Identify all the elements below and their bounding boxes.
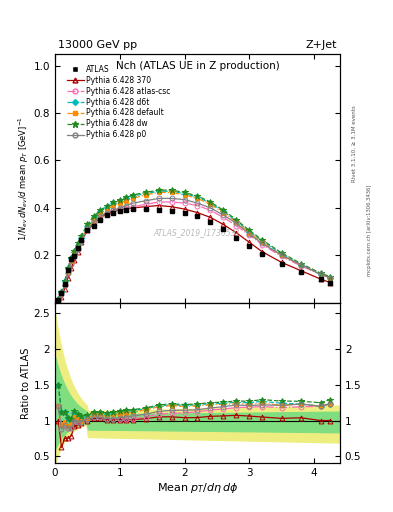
Legend: ATLAS, Pythia 6.428 370, Pythia 6.428 atlas-csc, Pythia 6.428 d6t, Pythia 6.428 : ATLAS, Pythia 6.428 370, Pythia 6.428 at…	[64, 62, 173, 142]
Text: Nch (ATLAS UE in Z production): Nch (ATLAS UE in Z production)	[116, 61, 279, 71]
Text: ATLAS_2019_I1736531: ATLAS_2019_I1736531	[154, 228, 241, 238]
Text: Rivet 3.1.10, ≥ 3.1M events: Rivet 3.1.10, ≥ 3.1M events	[352, 105, 357, 182]
Y-axis label: $1/N_{ev}\,dN_{ev}/d$ mean $p_T$ $[\mathrm{GeV}]^{-1}$: $1/N_{ev}\,dN_{ev}/d$ mean $p_T$ $[\math…	[17, 116, 31, 241]
Text: mcplots.cern.ch [arXiv:1306.3436]: mcplots.cern.ch [arXiv:1306.3436]	[367, 185, 373, 276]
X-axis label: Mean $p_T/d\eta\,d\phi$: Mean $p_T/d\eta\,d\phi$	[157, 481, 238, 495]
Text: Z+Jet: Z+Jet	[306, 40, 337, 50]
Y-axis label: Ratio to ATLAS: Ratio to ATLAS	[21, 347, 31, 419]
Text: 13000 GeV pp: 13000 GeV pp	[58, 40, 137, 50]
